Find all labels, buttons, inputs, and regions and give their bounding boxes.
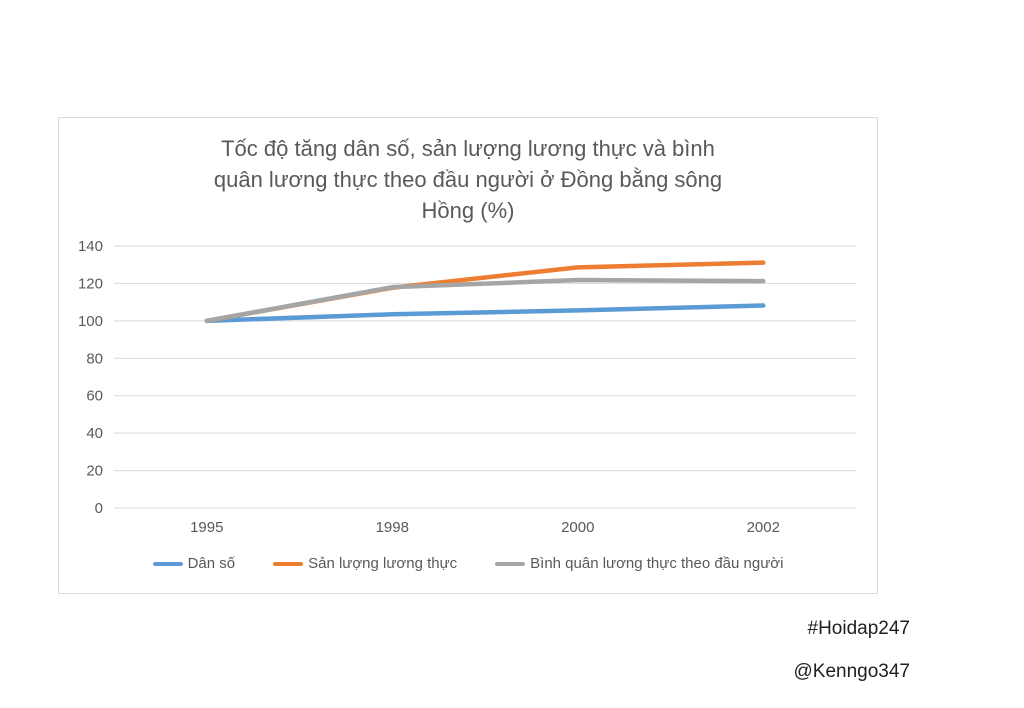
- y-axis-tick-label: 80: [86, 350, 103, 367]
- y-axis-tick-label: 0: [95, 500, 103, 517]
- chart-title-line-2: quân lương thực theo đầu người ở Đồng bằ…: [213, 167, 723, 192]
- y-axis-tick-label: 100: [78, 313, 103, 330]
- legend-item: Sản lượng lương thực: [273, 555, 457, 572]
- series-line-3: [204, 277, 766, 324]
- legend-marker: [273, 561, 304, 566]
- y-axis-tick-label: 120: [78, 275, 103, 292]
- legend-marker: [152, 561, 183, 566]
- watermark-handle: @Kenngo347: [793, 661, 911, 682]
- series-line-1: [204, 303, 766, 324]
- y-axis-tick-label: 60: [86, 388, 103, 405]
- legend-label: Bình quân lương thực theo đầu người: [530, 555, 784, 572]
- watermark: #Hoidap247 @Kenngo347: [794, 607, 911, 693]
- x-axis-tick-label: 1995: [190, 519, 223, 536]
- x-axis-tick-label: 1998: [376, 519, 409, 536]
- legend-item: Dân số: [152, 555, 236, 572]
- chart-container: Tốc độ tăng dân số, sản lượng lương thực…: [58, 117, 878, 594]
- chart-title-line-3: Hồng (%): [421, 198, 515, 223]
- y-axis-tick-label: 140: [78, 238, 103, 255]
- x-axis-tick-label: 2002: [747, 519, 780, 536]
- legend-item: Bình quân lương thực theo đầu người: [495, 555, 783, 572]
- legend-label: Sản lượng lương thực: [308, 555, 458, 572]
- line-chart-plot-area: 0 20 40 60 80 100 120 140 1995 1998 2000 2002: [78, 238, 856, 536]
- chart-legend: Dân số Sản lượng lương thực Bình quân lươn…: [59, 555, 877, 572]
- chart-title: Tốc độ tăng dân số, sản lượng lương thực…: [59, 133, 877, 226]
- chart-title-line-1: Tốc độ tăng dân số, sản lượng lương thực…: [221, 136, 715, 161]
- watermark-hashtag: #Hoidap247: [807, 618, 910, 639]
- x-axis-tick-label: 2000: [561, 519, 594, 536]
- y-axis-tick-label: 40: [86, 425, 103, 442]
- legend-marker: [495, 561, 526, 566]
- legend-label: Dân số: [187, 555, 236, 572]
- y-axis-tick-label: 20: [86, 463, 103, 480]
